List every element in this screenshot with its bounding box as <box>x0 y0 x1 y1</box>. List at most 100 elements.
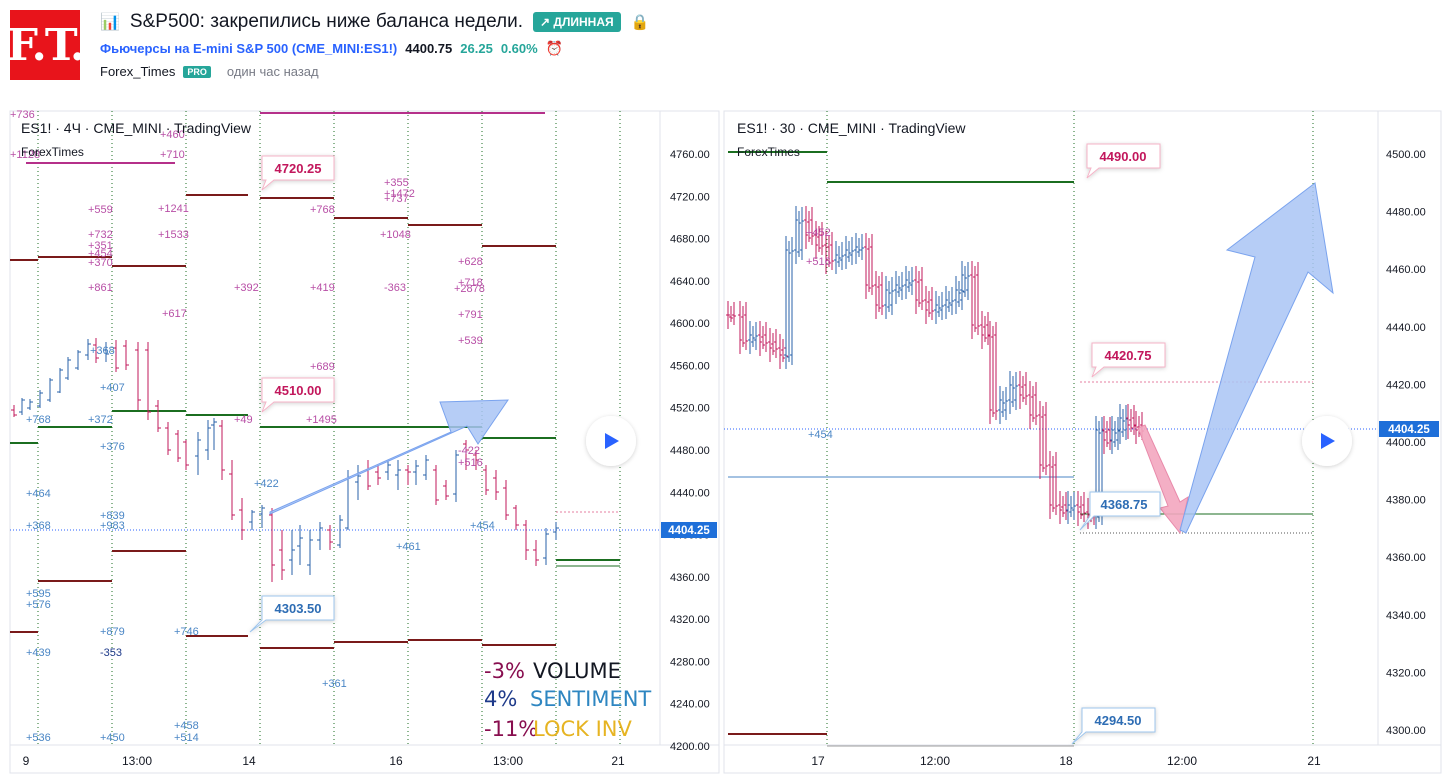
candle <box>1113 421 1117 447</box>
candle <box>844 236 848 269</box>
volume-label: +454 <box>470 520 495 532</box>
candle <box>1044 402 1048 475</box>
symbol-link[interactable]: Фьючерсы на E-mini S&P 500 (CME_MINI:ES1… <box>100 41 397 56</box>
candle <box>259 505 265 528</box>
time-tick-label: 17 <box>811 754 825 768</box>
left-chart-title: ES1! · 4Ч · CME_MINI · TradingView <box>21 120 252 136</box>
candle <box>1051 456 1055 512</box>
callout-4510[interactable]: 4510.00 <box>261 377 335 413</box>
candle <box>820 222 824 255</box>
candle <box>307 530 313 575</box>
callout-text: 4294.50 <box>1095 713 1142 728</box>
candle <box>543 528 549 565</box>
candle <box>944 286 948 319</box>
candle <box>960 261 964 304</box>
right-play-button[interactable] <box>1302 416 1352 466</box>
left-bullish-arrow <box>269 399 509 515</box>
candle <box>758 321 762 356</box>
right-chart-watermark: ForexTimes <box>737 145 800 159</box>
symbol-row: Фьючерсы на E-mini S&P 500 (CME_MINI:ES1… <box>100 40 563 57</box>
volume-label: +732 <box>88 229 113 241</box>
candle <box>950 287 954 315</box>
candle <box>794 206 798 264</box>
callout-4303[interactable]: 4303.50 <box>249 595 335 633</box>
alarm-clock-icon[interactable]: ⏰ <box>545 40 564 56</box>
candle <box>423 455 429 480</box>
time-tick-label: 12:00 <box>1167 754 1197 768</box>
candle <box>103 342 109 362</box>
author-name[interactable]: Forex_Times <box>100 64 176 79</box>
left-level-lines <box>10 112 660 649</box>
forex-times-logo[interactable]: F.T. <box>7 10 85 80</box>
volume-label: +392 <box>234 282 259 294</box>
candle <box>814 221 818 259</box>
candle <box>1076 491 1080 526</box>
right-current-price-tag: 4404.25 <box>1379 421 1439 437</box>
candle <box>771 333 775 355</box>
candle <box>937 296 941 317</box>
right-bullish-arrow <box>1179 182 1334 534</box>
callout-4490[interactable]: 4490.00 <box>1086 143 1161 179</box>
price-tick-label: 4340.00 <box>1386 610 1426 622</box>
right-chart-title: ES1! · 30 · CME_MINI · TradingView <box>737 120 966 136</box>
candle <box>900 272 904 300</box>
price-tick-label: 4360.00 <box>1386 552 1426 564</box>
callout-4720[interactable]: 4720.25 <box>261 155 335 191</box>
candle <box>413 460 419 485</box>
volume-label: +710 <box>160 149 185 161</box>
volume-label: +368 <box>90 345 115 357</box>
idea-title: S&P500: закрепились ниже баланса недели. <box>129 11 524 32</box>
volume-label: +407 <box>100 382 125 394</box>
candle <box>860 234 864 260</box>
volume-label: +791 <box>458 309 483 321</box>
candle <box>75 350 81 370</box>
candle <box>810 207 814 245</box>
candle <box>19 398 25 415</box>
left-price-axis[interactable]: 4760.00 4720.00 4680.00 4640.00 4600.00 4560.… <box>670 149 710 753</box>
symbol-ticker: (CME_MINI:ES1!) <box>291 41 398 56</box>
price-tick-label: 4560.00 <box>670 360 710 372</box>
candle <box>433 465 439 505</box>
candle <box>1134 411 1138 444</box>
callout-4294[interactable]: 4294.50 <box>1071 707 1156 745</box>
right-chart[interactable]: +452 +516 +454 4490.00 4420.75 4368.75 429… <box>723 110 1442 774</box>
candle <box>877 276 881 312</box>
price-tick-label: 4360.00 <box>670 572 710 584</box>
candle <box>983 316 987 342</box>
candle <box>553 522 559 540</box>
candle <box>453 450 459 502</box>
time-tick-label: 16 <box>389 754 403 768</box>
candle <box>297 525 303 565</box>
volume-label: +879 <box>100 626 125 638</box>
candle <box>761 326 765 349</box>
candle <box>840 242 844 270</box>
volume-label: +454 <box>88 248 113 260</box>
callout-4420[interactable]: 4420.75 <box>1091 342 1166 378</box>
volume-label: +355 <box>384 177 409 189</box>
candle <box>1041 406 1045 472</box>
price-tick-label: 4720.00 <box>670 191 710 203</box>
candle <box>927 291 931 317</box>
volume-label: +689 <box>310 361 335 373</box>
volume-label: +450 <box>100 732 125 744</box>
left-play-button[interactable] <box>586 416 636 466</box>
candle <box>738 301 742 354</box>
candle <box>463 440 469 470</box>
candle <box>375 465 381 485</box>
candle <box>870 234 874 295</box>
candle <box>1021 376 1025 402</box>
left-time-axis[interactable]: 9 13:00 14 16 13:00 21 <box>23 754 625 768</box>
candle <box>1102 416 1106 454</box>
volume-label: +368 <box>26 520 51 532</box>
callout-4368[interactable]: 4368.75 <box>1079 491 1161 531</box>
candle <box>1105 421 1109 447</box>
left-chart[interactable]: +736+1128+460+710+559 +1241+732+351+454+3… <box>9 110 720 774</box>
left-chart-watermark: ForexTimes <box>21 145 84 159</box>
candle <box>920 267 924 310</box>
volume-label: -353 <box>100 647 122 659</box>
candle <box>991 326 995 417</box>
right-time-axis[interactable]: 17 12:00 18 12:00 21 <box>811 754 1321 768</box>
right-price-axis[interactable]: 4500.00 4480.00 4460.00 4440.00 4420.00 4400.… <box>1386 149 1426 737</box>
candle <box>493 470 499 500</box>
candle <box>774 329 778 358</box>
